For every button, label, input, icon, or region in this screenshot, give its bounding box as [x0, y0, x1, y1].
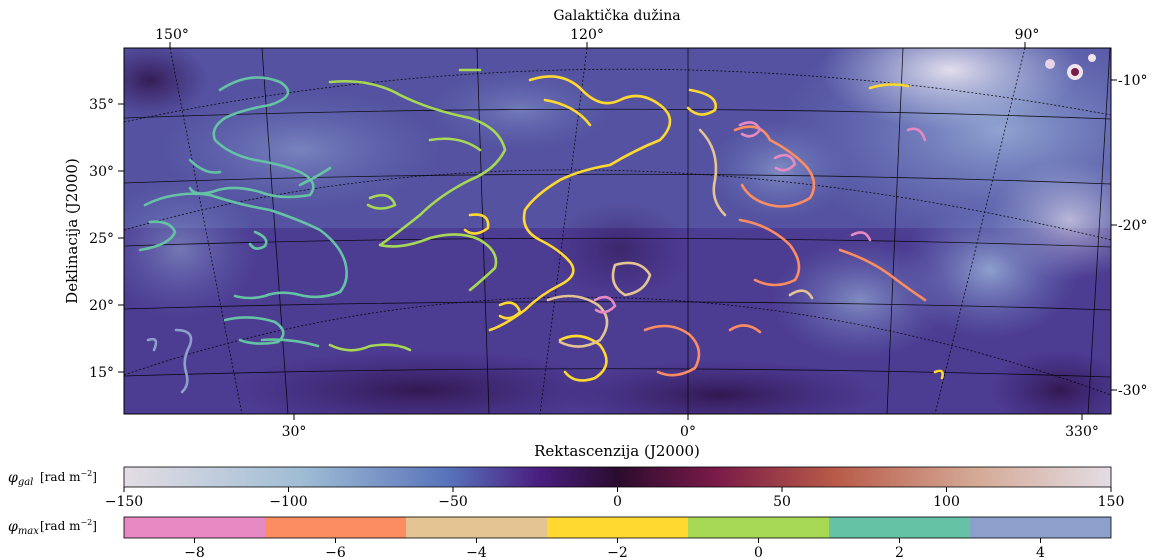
colorbar-max-tick-label: −4: [466, 545, 487, 560]
map-frame: [123, 47, 1112, 415]
colorbar-max-bins: [124, 517, 1111, 538]
bottom-tick-label: 0°: [680, 424, 696, 440]
colorbar-gal-tick-label: 150: [1098, 494, 1125, 510]
contour-level-0: [328, 68, 507, 352]
colorbar-max-tick-label: −8: [184, 545, 205, 560]
contour-level-2: [138, 76, 348, 348]
top-tick-label: 90°: [1015, 27, 1040, 43]
colorbar-max-tick-label: 0: [754, 545, 763, 560]
colorbar-max-unit: [rad m−2]: [40, 518, 97, 533]
map-panel: Galaktička dužina 150° 120° 90° -10° -20…: [63, 8, 1148, 460]
contour-level-m2: [463, 75, 944, 382]
colorbar-gal-ticks: −150 −100 −50 0 50 100 150: [105, 487, 1125, 510]
colorbar-phi-max: φmax [rad m−2] −8 −6 −4 −2 0 2 4: [8, 516, 1112, 560]
colorbar-max-tick-label: −6: [325, 545, 346, 560]
left-tick-label: 30°: [89, 164, 114, 180]
bottom-axis-label: Rektascenzija (J2000): [534, 442, 700, 460]
top-axis-label: Galaktička dužina: [553, 8, 680, 24]
background-rm-map: [124, 48, 1111, 414]
contour-level-m4: [546, 128, 814, 348]
colorbar-gal-tick-label: 0: [613, 494, 622, 510]
colorbar-max-symbol: φmax: [8, 519, 39, 537]
left-tick-label: 25°: [89, 231, 114, 247]
colorbar-max-bin: [829, 517, 970, 538]
contour-level-m8: [593, 121, 927, 314]
bottom-tick-label: 330°: [1065, 424, 1099, 440]
left-tick-label: 20°: [89, 298, 114, 314]
right-tick-label: -30°: [1118, 383, 1148, 399]
left-tick-label: 35°: [89, 97, 114, 113]
colorbar-max-bin: [970, 517, 1111, 538]
contour-level-m6: [643, 125, 927, 377]
top-tick-label: 120°: [570, 27, 604, 43]
colorbar-gal-gradient: [123, 466, 1112, 488]
colorbar-gal-tick-label: −150: [105, 494, 143, 510]
colorbar-max-tick-label: −2: [607, 545, 628, 560]
colorbar-max-ticks: −8 −6 −4 −2 0 2 4: [184, 538, 1045, 560]
contour-level-4: [146, 328, 193, 394]
left-tick-label: 15°: [89, 365, 114, 381]
tick-marks: [118, 42, 1117, 420]
colorbar-gal-tick-label: −100: [269, 494, 307, 510]
colorbar-gal-tick-label: 50: [773, 494, 791, 510]
colorbar-max-bin: [688, 517, 829, 538]
colorbar-phi-gal: φgal [rad m−2] −150 −100 −50 0 50 100 150: [8, 466, 1125, 510]
equatorial-grid: [124, 48, 1111, 414]
rm-contours: [138, 68, 944, 394]
colorbar-max-bin: [124, 517, 265, 538]
colorbar-gal-symbol: φgal: [8, 470, 33, 488]
colorbar-gal-tick-label: 100: [933, 494, 960, 510]
right-tick-label: -20°: [1118, 218, 1148, 234]
colorbar-max-bin: [547, 517, 688, 538]
top-tick-label: 150°: [155, 27, 189, 43]
colorbar-max-tick-label: 2: [895, 545, 904, 560]
colorbar-gal-tick-label: −50: [438, 494, 468, 510]
bottom-tick-label: 30°: [282, 424, 307, 440]
colorbar-max-bin: [406, 517, 547, 538]
left-axis-label: Deklinacija (J2000): [63, 158, 81, 304]
right-tick-label: -10°: [1118, 73, 1148, 89]
colorbar-max-tick-label: 4: [1036, 545, 1045, 560]
colorbar-gal-unit: [rad m−2]: [40, 469, 97, 484]
colorbar-max-bin: [265, 517, 406, 538]
